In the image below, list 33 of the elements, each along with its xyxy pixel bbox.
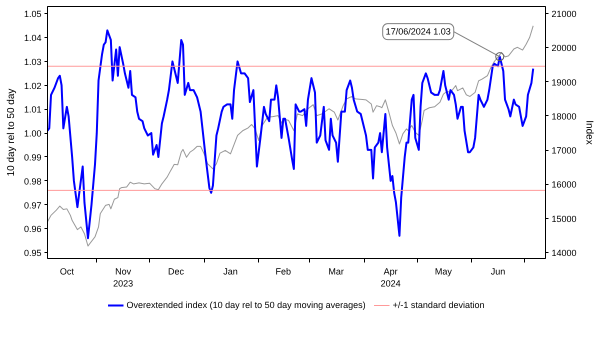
x-tick-label: Nov 2023 [113, 266, 134, 288]
legend-label: +/-1 standard deviation [392, 300, 484, 310]
y-tick-label: 1.05 [24, 9, 42, 20]
y2-tick-label: 19000 [552, 77, 577, 88]
legend-label: Overextended index (10 day rel to 50 day moving averages) [126, 300, 366, 310]
x-tick-label: Dec [168, 266, 184, 276]
y2-tick-label: 15000 [552, 214, 577, 224]
y2-tick-label: 14000 [552, 248, 577, 258]
y-tick-label: 0.98 [24, 176, 42, 186]
y-tick-label: 0.96 [24, 224, 42, 234]
y-axis-title: 10 day rel to 50 day [6, 88, 17, 176]
y2-tick-label: 16000 [552, 180, 577, 190]
y2-tick-label: 17000 [552, 146, 577, 156]
x-tick-label: Oct [60, 266, 74, 276]
x-tick-label: Feb [276, 266, 292, 276]
y-tick-label: 1.03 [24, 56, 42, 67]
annotation: 17/06/2024 1.03 [386, 26, 451, 37]
y2-tick-label: 18000 [552, 111, 577, 122]
y-tick-label: 0.99 [24, 152, 42, 162]
x-tick-label: Jun [490, 266, 506, 276]
x-tick-label: Apr 2024 [380, 266, 401, 288]
x-tick-label: Jan [223, 266, 238, 276]
y2-axis-title: Index [584, 120, 595, 145]
x-tick-label: May [434, 266, 452, 276]
y-tick-label: 0.95 [24, 248, 42, 258]
y2-tick-label: 20000 [552, 43, 577, 54]
y2-tick-label: 21000 [552, 9, 577, 19]
y-tick-label: 1.02 [24, 80, 42, 91]
y-tick-label: 0.97 [24, 200, 42, 210]
y-tick-label: 1.01 [24, 104, 42, 115]
y-tick-label: 1.04 [24, 33, 42, 44]
y-tick-label: 1.00 [24, 128, 42, 139]
x-tick-label: Mar [328, 266, 344, 276]
